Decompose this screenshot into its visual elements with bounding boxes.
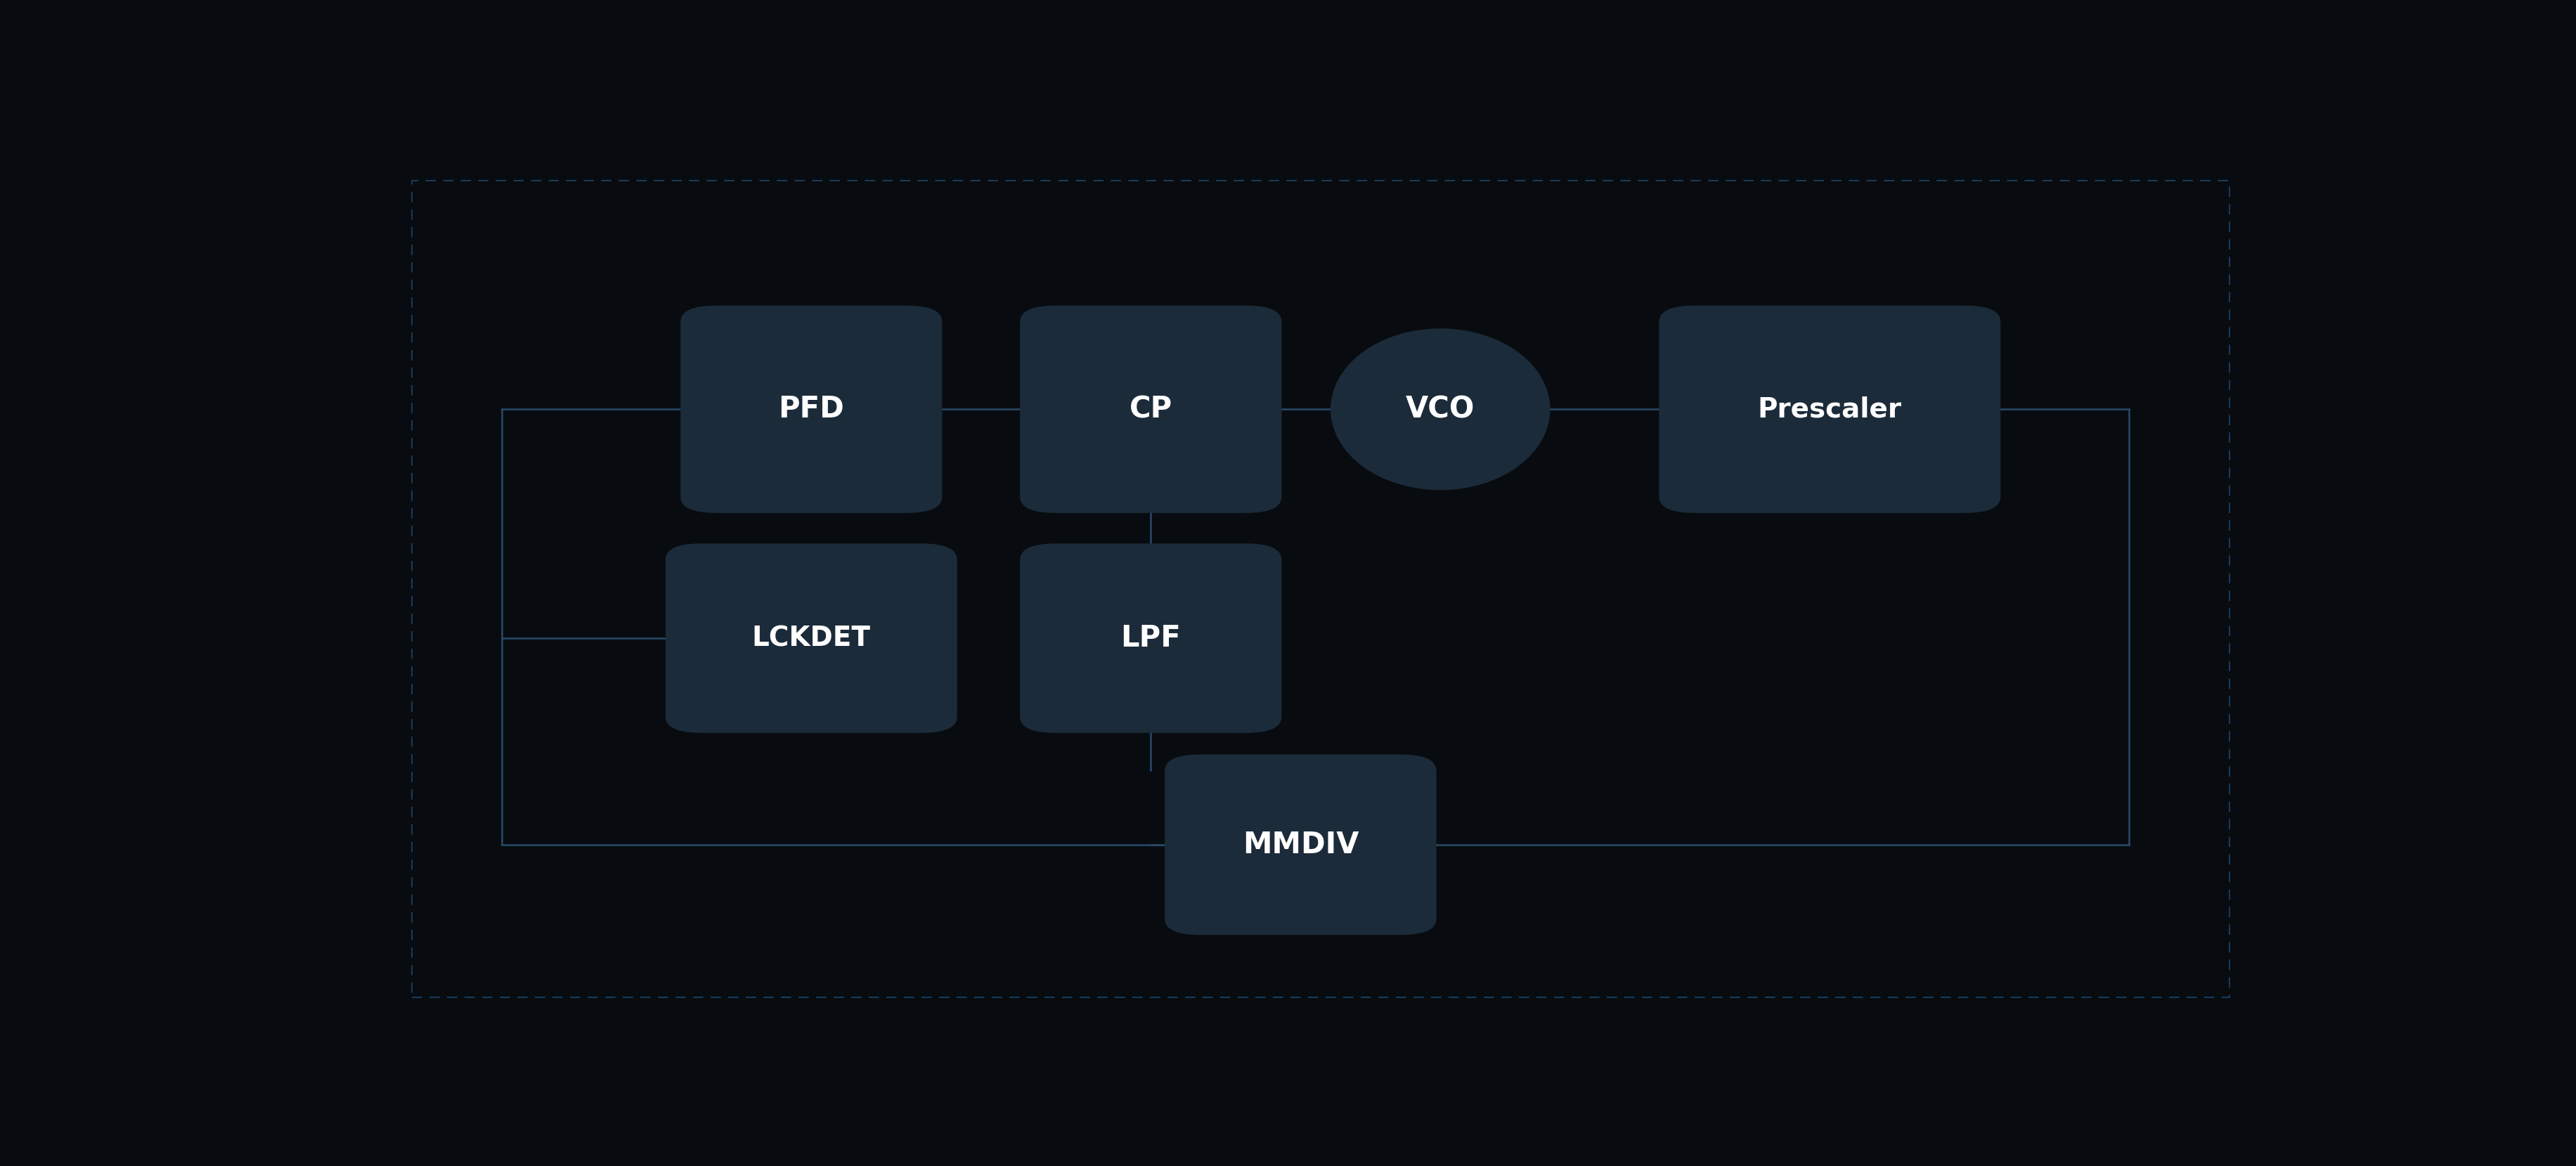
FancyBboxPatch shape [1659,305,1999,513]
FancyBboxPatch shape [1020,543,1280,733]
Text: LCKDET: LCKDET [752,625,871,652]
Text: CP: CP [1128,394,1172,424]
FancyBboxPatch shape [1164,754,1435,935]
FancyBboxPatch shape [1020,305,1280,513]
Text: MMDIV: MMDIV [1242,830,1358,859]
Text: Prescaler: Prescaler [1757,396,1901,422]
Text: VCO: VCO [1406,394,1473,424]
FancyBboxPatch shape [680,305,943,513]
FancyBboxPatch shape [665,543,956,733]
Text: LPF: LPF [1121,624,1180,653]
Text: PFD: PFD [778,394,845,424]
Ellipse shape [1329,329,1551,490]
